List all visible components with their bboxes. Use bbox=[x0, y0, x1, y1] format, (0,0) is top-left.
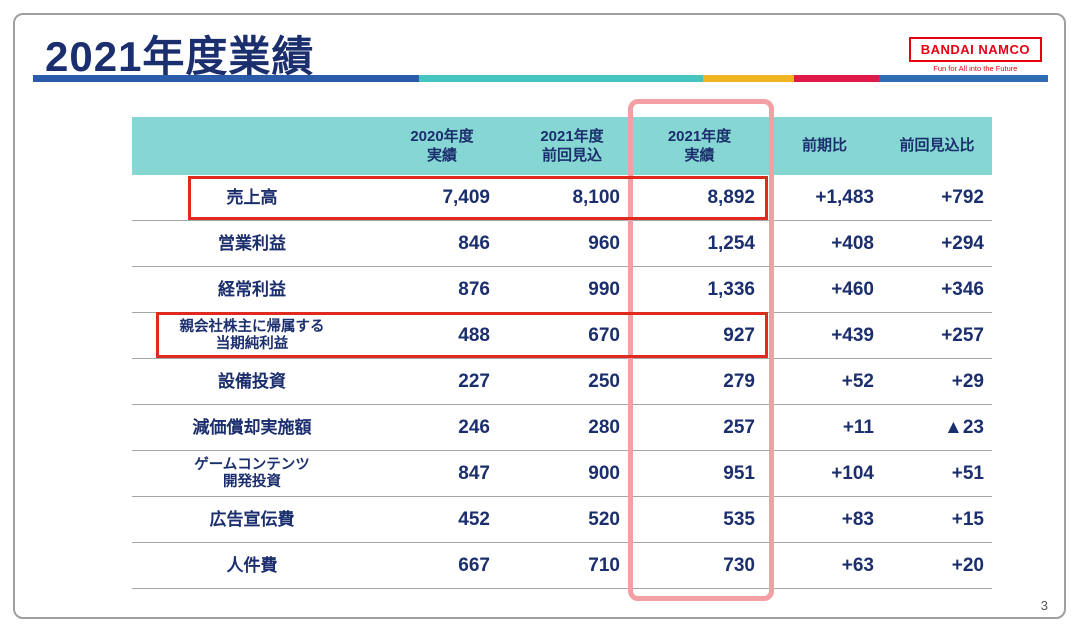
cell-fy2021-actual: 8,892 bbox=[707, 186, 755, 208]
cell-fy2021-forecast: 8,100 bbox=[572, 186, 620, 208]
cell-yoy: +52 bbox=[841, 370, 874, 392]
cell-fy2020: 246 bbox=[458, 416, 490, 438]
cell-fy2020: 7,409 bbox=[442, 186, 490, 208]
table-header-row: 2020年度 実績 2021年度 前回見込 2021年度 実績 前期比 前回見込… bbox=[132, 117, 992, 175]
row-label: ゲームコンテンツ 開発投資 bbox=[194, 456, 310, 490]
cell-vs-forecast: ▲23 bbox=[944, 416, 984, 438]
cell-fy2021-forecast: 670 bbox=[588, 324, 620, 346]
cell-fy2021-actual: 535 bbox=[723, 508, 755, 530]
table-row-ordinary-profit: 経常利益 876 990 1,336 +460 +346 bbox=[132, 267, 992, 313]
table-row-personnel: 人件費 667 710 730 +63 +20 bbox=[132, 543, 992, 589]
cell-fy2020: 847 bbox=[458, 462, 490, 484]
logo-tagline: Fun for All into the Future bbox=[933, 64, 1018, 73]
cell-fy2021-actual: 257 bbox=[723, 416, 755, 438]
page-title: 2021年度業績 bbox=[45, 33, 315, 80]
cell-vs-forecast: +29 bbox=[951, 370, 984, 392]
row-label: 親会社株主に帰属する 当期純利益 bbox=[179, 318, 325, 352]
row-label: 減価償却実施額 bbox=[192, 417, 312, 437]
cell-yoy: +104 bbox=[831, 462, 874, 484]
row-label: 売上高 bbox=[226, 187, 278, 207]
cell-fy2021-actual: 927 bbox=[723, 324, 755, 346]
cell-yoy: +460 bbox=[831, 278, 874, 300]
column-header-empty bbox=[132, 117, 372, 175]
table-row-capex: 設備投資 227 250 279 +52 +29 bbox=[132, 359, 992, 405]
cell-fy2021-forecast: 960 bbox=[588, 232, 620, 254]
cell-vs-forecast: +20 bbox=[951, 554, 984, 576]
column-header-vs-forecast: 前回見込比 bbox=[899, 137, 975, 155]
table-row-sales: 売上高 7,409 8,100 8,892 +1,483 +792 bbox=[132, 175, 992, 221]
cell-fy2021-forecast: 280 bbox=[588, 416, 620, 438]
cell-fy2021-actual: 1,336 bbox=[707, 278, 755, 300]
cell-fy2020: 667 bbox=[458, 554, 490, 576]
bar-segment-teal bbox=[418, 75, 703, 82]
cell-fy2021-forecast: 250 bbox=[588, 370, 620, 392]
cell-vs-forecast: +257 bbox=[941, 324, 984, 346]
cell-fy2021-actual: 279 bbox=[723, 370, 755, 392]
column-header-fy2020: 2020年度 実績 bbox=[410, 127, 474, 165]
cell-fy2021-actual: 951 bbox=[723, 462, 755, 484]
table-row-depreciation: 減価償却実施額 246 280 257 +11 ▲23 bbox=[132, 405, 992, 451]
cell-fy2020: 488 bbox=[458, 324, 490, 346]
bandai-namco-logo: BANDAI NAMCO Fun for All into the Future bbox=[908, 37, 1042, 73]
cell-fy2020: 876 bbox=[458, 278, 490, 300]
cell-vs-forecast: +294 bbox=[941, 232, 984, 254]
page-number: 3 bbox=[1040, 598, 1048, 613]
table-row-advertising: 広告宣伝費 452 520 535 +83 +15 bbox=[132, 497, 992, 543]
cell-fy2021-forecast: 710 bbox=[588, 554, 620, 576]
cell-vs-forecast: +346 bbox=[941, 278, 984, 300]
cell-vs-forecast: +51 bbox=[951, 462, 984, 484]
cell-vs-forecast: +15 bbox=[951, 508, 984, 530]
cell-fy2021-forecast: 990 bbox=[588, 278, 620, 300]
cell-fy2020: 227 bbox=[458, 370, 490, 392]
cell-fy2020: 846 bbox=[458, 232, 490, 254]
cell-fy2021-forecast: 900 bbox=[588, 462, 620, 484]
table-row-game-content-investment: ゲームコンテンツ 開発投資 847 900 951 +104 +51 bbox=[132, 451, 992, 497]
bar-segment-crimson bbox=[794, 75, 880, 82]
row-label: 経常利益 bbox=[218, 279, 286, 299]
row-label: 設備投資 bbox=[218, 371, 286, 391]
logo-brand-text: BANDAI NAMCO bbox=[908, 37, 1042, 62]
cell-fy2021-forecast: 520 bbox=[588, 508, 620, 530]
bar-segment-yellow bbox=[702, 75, 795, 82]
row-label: 営業利益 bbox=[218, 233, 286, 253]
cell-yoy: +83 bbox=[841, 508, 874, 530]
slide: 2021年度業績 BANDAI NAMCO Fun for All into t… bbox=[13, 13, 1066, 619]
row-label: 広告宣伝費 bbox=[209, 509, 295, 529]
column-header-fy2021-actual: 2021年度 実績 bbox=[667, 127, 732, 165]
brand-color-bar bbox=[33, 75, 1048, 82]
cell-fy2020: 452 bbox=[458, 508, 490, 530]
cell-yoy: +408 bbox=[831, 232, 874, 254]
cell-fy2021-actual: 730 bbox=[723, 554, 755, 576]
row-label: 人件費 bbox=[226, 555, 278, 575]
cell-fy2021-actual: 1,254 bbox=[707, 232, 755, 254]
column-header-yoy: 前期比 bbox=[801, 137, 847, 155]
cell-yoy: +1,483 bbox=[815, 186, 874, 208]
bar-segment-blue2 bbox=[879, 75, 1048, 82]
bar-segment-blue bbox=[33, 75, 419, 82]
cell-yoy: +11 bbox=[842, 416, 874, 438]
cell-yoy: +439 bbox=[831, 324, 874, 346]
column-header-fy2021-forecast: 2021年度 前回見込 bbox=[540, 127, 604, 165]
results-table: 2020年度 実績 2021年度 前回見込 2021年度 実績 前期比 前回見込… bbox=[132, 99, 992, 601]
table-row-operating-profit: 営業利益 846 960 1,254 +408 +294 bbox=[132, 221, 992, 267]
cell-vs-forecast: +792 bbox=[941, 186, 984, 208]
cell-yoy: +63 bbox=[841, 554, 874, 576]
table-row-net-income: 親会社株主に帰属する 当期純利益 488 670 927 +439 +257 bbox=[132, 313, 992, 359]
